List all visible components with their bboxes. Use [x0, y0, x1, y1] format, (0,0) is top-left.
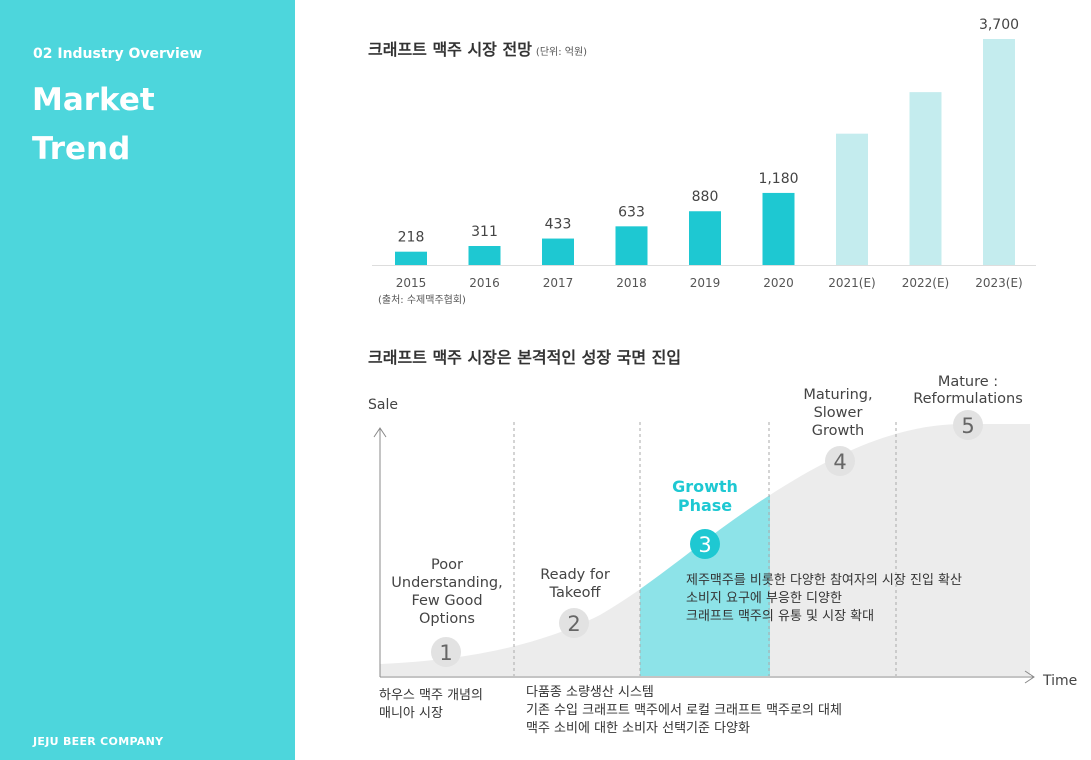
- phase-1-number: 1: [439, 641, 452, 665]
- bar-value-label: 1,180: [758, 171, 798, 187]
- category-label: 2020: [763, 276, 794, 290]
- phase1-note: 매니아 시장: [379, 706, 443, 721]
- bar-chart: 218 2015 311 2016 433 2017 633 2018 880 2019 1,180…: [372, 17, 1036, 290]
- growth-phase-highlight: [640, 495, 770, 676]
- y-axis-arrow: [373, 427, 387, 438]
- phase2-note: 기존 수입 크래프트 맥주에서 로컬 크래프트 맥주로의 대체: [526, 703, 842, 718]
- bar-value-label: 218: [398, 230, 425, 246]
- x-axis-arrow: [1024, 670, 1035, 684]
- phase-2-circle: [559, 608, 589, 638]
- page-title: Market Trend: [32, 76, 155, 174]
- phase-4-label: Maturing,: [803, 387, 872, 403]
- bar-value-label: 311: [471, 224, 498, 240]
- chart1-title: 크래프트 맥주 시장 전망: [368, 40, 532, 59]
- phase-3-number: 3: [698, 533, 711, 557]
- growth-note: 소비지 요구에 부응한 디양한: [686, 591, 842, 606]
- phase-3-label: Growth: [672, 477, 738, 496]
- section-label: 02 Industry Overview: [33, 46, 203, 62]
- phase-3-circle: [690, 529, 720, 559]
- growth-note: 크래프트 맥주의 유통 및 시장 확대: [686, 609, 875, 624]
- phase-1-circle: [431, 637, 461, 667]
- phase-5-number: 5: [961, 414, 974, 438]
- phase-1-label: Few Good: [411, 593, 482, 609]
- y-axis-label: Sale: [368, 397, 398, 413]
- bar-value-label: 633: [618, 204, 645, 220]
- bar-2018: [615, 226, 648, 265]
- phase-4-number: 4: [833, 450, 846, 474]
- page-title-line2: Trend: [32, 131, 131, 167]
- bar-2023(E): [983, 39, 1015, 265]
- chart1-heading: 크래프트 맥주 시장 전망 (단위: 억원): [368, 36, 587, 60]
- phase-1-label: Understanding,: [391, 575, 502, 591]
- company-name: JEJU BEER COMPANY: [33, 735, 164, 748]
- category-label: 2016: [469, 276, 500, 290]
- x-axis-label: Time: [1042, 673, 1077, 689]
- category-label: 2019: [690, 276, 721, 290]
- sidebar: 02 Industry Overview Market Trend JEJU B…: [0, 0, 295, 760]
- phase1-note: 하우스 맥주 개념의: [379, 688, 483, 703]
- category-label: 2015: [396, 276, 427, 290]
- phase-2-label: Ready for: [540, 567, 610, 583]
- category-label: 2022(E): [902, 276, 949, 290]
- phase-2-number: 2: [567, 612, 580, 636]
- phase-1-label: Options: [419, 611, 475, 627]
- bar-2022(E): [909, 92, 942, 266]
- bar-2017: [542, 238, 574, 265]
- bar-2019: [689, 211, 721, 265]
- bar-2015: [395, 251, 427, 265]
- phase-2-label: Takeoff: [548, 585, 601, 601]
- category-label: 2021(E): [828, 276, 875, 290]
- bar-2020: [762, 192, 795, 265]
- chart1-unit: (단위: 억원): [535, 47, 588, 58]
- growth-notes: 제주맥주를 비롯한 다양한 참여자의 시장 진입 확산 소비지 요구에 부응한 …: [686, 572, 962, 626]
- phase-4-label: Slower: [814, 405, 863, 421]
- phase-5-label: Reformulations: [913, 391, 1023, 407]
- bar-value-label: 3,700: [979, 17, 1019, 33]
- growth-note: 제주맥주를 비롯한 다양한 참여자의 시장 진입 확산: [686, 573, 962, 588]
- category-label: 2018: [616, 276, 647, 290]
- phase2-note: 맥주 소비에 대한 소비자 선택기준 다양화: [526, 721, 750, 736]
- phase-5-label: Mature :: [938, 374, 998, 390]
- bar-value-label: 433: [545, 217, 572, 233]
- phase-3-label: Phase: [678, 496, 732, 515]
- chart1-source: (출처: 수제맥주협회): [378, 295, 466, 306]
- bar-2021(E): [836, 133, 868, 265]
- phase-4-circle: [825, 446, 855, 476]
- category-label: 2023(E): [975, 276, 1022, 290]
- phase-1-label: Poor: [431, 557, 463, 573]
- phase-4-label: Growth: [812, 423, 865, 439]
- chart2-heading: 크래프트 맥주 시장은 본격적인 성장 국면 진입: [368, 348, 682, 367]
- category-label: 2017: [543, 276, 574, 290]
- phase2-note: 다품종 소량생산 시스템: [526, 685, 654, 700]
- phase1-notes: 하우스 맥주 개념의 매니아 시장: [379, 687, 483, 723]
- phase-5-circle: [953, 410, 983, 440]
- phase2-notes: 다품종 소량생산 시스템 기존 수입 크래프트 맥주에서 로컬 크래프트 맥주로…: [526, 684, 842, 738]
- page-title-line1: Market: [32, 82, 155, 118]
- bar-value-label: 880: [692, 189, 719, 205]
- bar-2016: [468, 246, 501, 265]
